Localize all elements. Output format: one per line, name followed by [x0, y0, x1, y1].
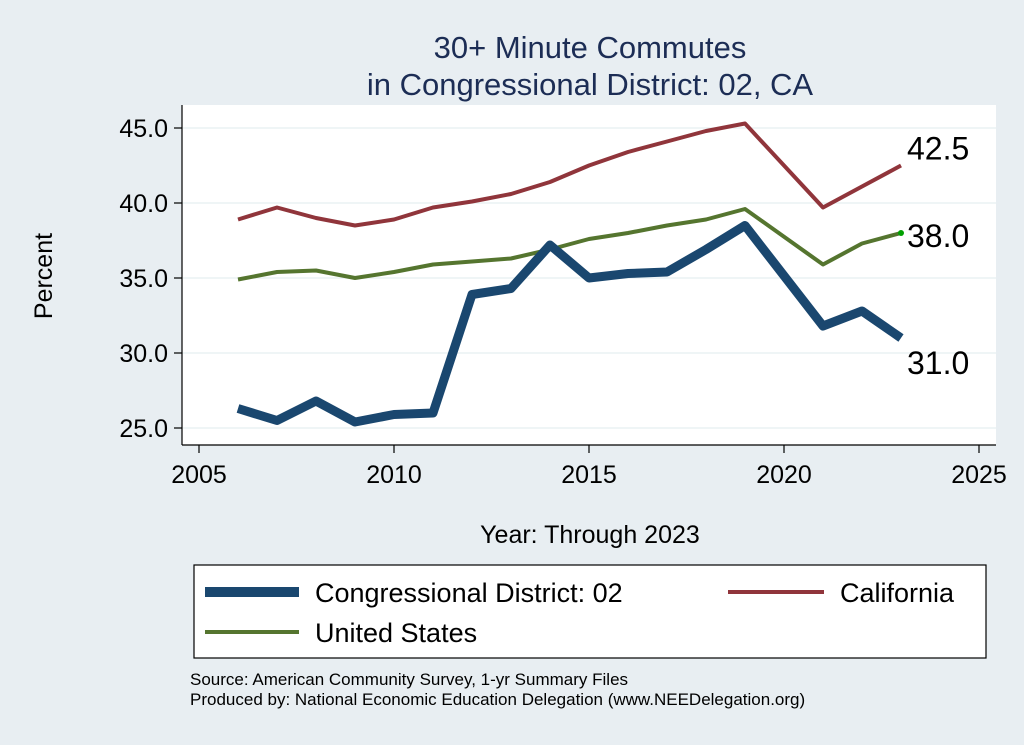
- end-marker-united-states: [898, 230, 904, 236]
- producer-note: Produced by: National Economic Education…: [190, 690, 805, 709]
- legend-label-california: California: [840, 578, 955, 608]
- axis-layer: 25.0 30.0 35.0 40.0 45.0 2005 2010 2015 2020 2025: [119, 105, 1007, 489]
- chart-title-line-2: in Congressional District: 02, CA: [367, 67, 814, 102]
- series-layer: [236, 121, 904, 427]
- y-tick-label: 45.0: [119, 115, 168, 143]
- y-axis-title: Percent: [30, 233, 58, 319]
- legend-label-united-states: United States: [315, 618, 477, 648]
- legend-box: [193, 564, 987, 659]
- x-tick-label: 2015: [561, 461, 617, 489]
- x-tick-label: 2010: [366, 461, 422, 489]
- end-label-layer: 31.0 42.5 38.0: [907, 131, 969, 382]
- x-tick-label: 2020: [756, 461, 812, 489]
- x-tick-label: 2005: [171, 461, 227, 489]
- y-tick-label: 40.0: [119, 190, 168, 218]
- y-tick-label: 30.0: [119, 340, 168, 368]
- chart-title-line-1: 30+ Minute Commutes: [434, 30, 747, 65]
- series-line-california: [237, 121, 902, 228]
- y-tick-label: 35.0: [119, 265, 168, 293]
- end-label-district: 31.0: [907, 345, 969, 381]
- end-label-california: 42.5: [907, 131, 969, 167]
- source-note: Source: American Community Survey, 1-yr …: [190, 670, 628, 689]
- y-tick-label: 25.0: [119, 415, 168, 443]
- series-line-district: [236, 221, 904, 427]
- end-label-united-states: 38.0: [907, 218, 969, 254]
- x-axis-title: Year: Through 2023: [480, 521, 700, 549]
- legend-label-district: Congressional District: 02: [315, 578, 623, 608]
- x-tick-label: 2025: [951, 461, 1007, 489]
